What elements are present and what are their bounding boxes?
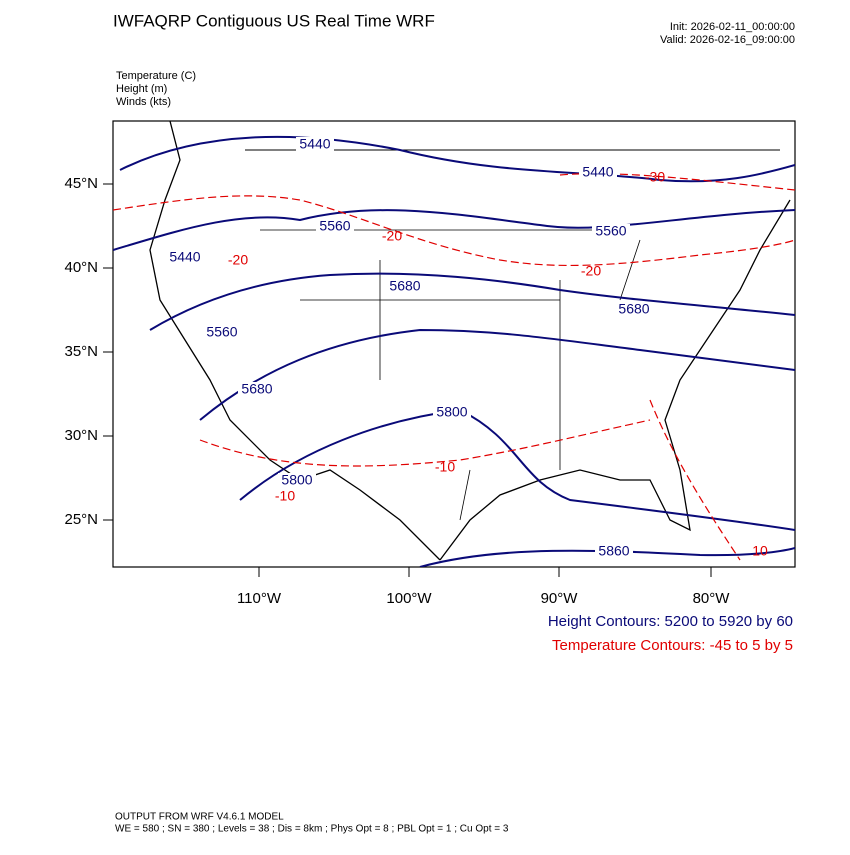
height-label: 5440 — [169, 249, 200, 265]
variable-label: Winds (kts) — [116, 96, 171, 108]
temperature-label: -10 — [435, 459, 455, 475]
label-box — [579, 165, 617, 181]
footer-model: OUTPUT FROM WRF V4.6.1 MODEL — [115, 812, 284, 823]
title: IWFAQRP Contiguous US Real Time WRF — [113, 11, 435, 30]
temperature-contours — [113, 173, 795, 561]
height-label: 5800 — [436, 404, 467, 420]
lat-label: 30°N — [64, 427, 98, 444]
lon-label: 90°W — [541, 590, 579, 607]
label-box — [166, 250, 204, 266]
label-box — [296, 137, 334, 153]
map-features — [113, 121, 795, 567]
height-label: 5680 — [241, 381, 272, 397]
temperature-label: -30 — [645, 169, 665, 185]
lat-label: 35°N — [64, 343, 98, 360]
height-label: 5440 — [582, 164, 613, 180]
label-box — [278, 473, 316, 489]
height-label: 5440 — [299, 136, 330, 152]
footer-config: WE = 580 ; SN = 380 ; Levels = 38 ; Dis … — [115, 824, 509, 835]
height-legend: Height Contours: 5200 to 5920 by 60 — [548, 613, 793, 630]
lon-labels: 110°W 100°W 90°W 80°W — [237, 567, 730, 607]
height-label: 5560 — [595, 223, 626, 239]
label-box — [615, 302, 653, 318]
height-label: 5860 — [598, 543, 629, 559]
height-label: 5680 — [618, 301, 649, 317]
height-contours — [113, 135, 795, 567]
height-label: 5680 — [389, 278, 420, 294]
variable-label: Height (m) — [116, 83, 167, 95]
variable-label: Temperature (C) — [116, 70, 196, 82]
lat-label: 40°N — [64, 259, 98, 276]
contour-labels: 5440 5440 5560 5440 5560 5680 5680 5560 5680 5800… — [166, 136, 768, 560]
temperature-label: -20 — [382, 228, 402, 244]
lat-labels: 45°N 40°N 35°N 30°N 25°N — [64, 175, 113, 528]
height-label: 5800 — [281, 472, 312, 488]
lon-label: 110°W — [237, 590, 282, 607]
label-box — [592, 224, 630, 240]
map: 45°N40°N35°N30°N25°N 110°W 100°W 90°W 80°W … — [64, 120, 796, 607]
label-box — [386, 279, 424, 295]
label-box — [238, 382, 276, 398]
map-frame — [112, 120, 796, 568]
init-time: Init: 2026-02-11_00:00:00 — [670, 21, 795, 33]
temperature-label: -20 — [581, 263, 601, 279]
temperature-legend: Temperature Contours: -45 to 5 by 5 — [552, 637, 793, 654]
label-box — [316, 219, 354, 235]
borders — [149, 121, 791, 561]
valid-time: Valid: 2026-02-16_09:00:00 — [660, 34, 795, 46]
lon-label: 80°W — [693, 590, 731, 607]
temperature-label: 10 — [752, 543, 768, 559]
temperature-label: -10 — [275, 488, 295, 504]
lon-label: 100°W — [386, 590, 432, 607]
height-label: 5560 — [319, 218, 350, 234]
lat-label: 25°N — [64, 511, 98, 528]
temperature-label: -20 — [228, 252, 248, 268]
label-box — [595, 544, 633, 560]
lat-label: 45°N — [64, 175, 98, 192]
label-box — [203, 325, 241, 341]
height-label: 5560 — [206, 324, 237, 340]
label-box — [433, 405, 471, 421]
